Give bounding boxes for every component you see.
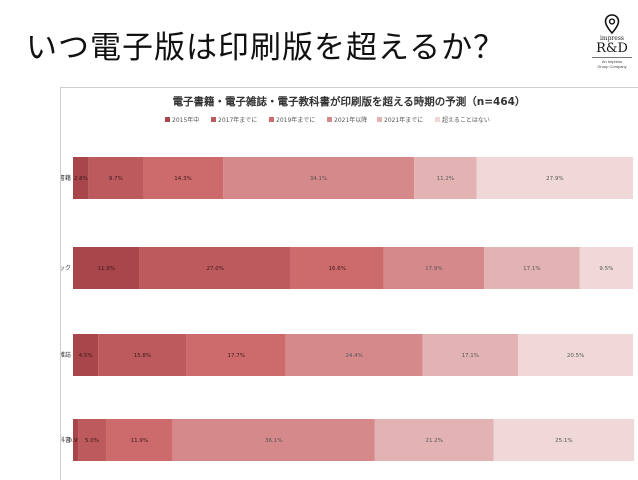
- legend-swatch-1: [211, 117, 216, 122]
- bar-segment-3-4: [374, 419, 494, 461]
- bar-segment-3-0: [73, 419, 79, 461]
- legend-label-2: 2019年までに: [276, 116, 315, 124]
- logo-sub-line-2: Group Company: [597, 64, 627, 69]
- legend-swatch-5: [435, 117, 440, 122]
- logo-brand-large: R&D: [596, 41, 628, 56]
- data-label-0-0: 2.8%: [74, 176, 88, 182]
- data-label-3-4: 21.2%: [425, 438, 442, 444]
- legend-swatch-3: [327, 117, 332, 122]
- data-label-1-4: 17.1%: [523, 266, 540, 272]
- chart-legend: 2015年中 2017年までに 2019年までに 2021年以降 2021年までに 超える…: [165, 116, 490, 124]
- data-label-1-2: 16.6%: [329, 266, 346, 272]
- bar-segment-0-4: [414, 157, 477, 199]
- data-label-1-5: 9.5%: [599, 266, 613, 272]
- legend-label-4: 2021年までに: [384, 116, 423, 124]
- data-label-2-3: 24.4%: [345, 353, 362, 359]
- bar-segment-1-3: [383, 247, 485, 289]
- bar-segment-3-1: [78, 419, 107, 461]
- bar-segment-2-0: [73, 334, 99, 376]
- data-label-0-3: 34.1%: [310, 176, 327, 182]
- data-label-2-2: 17.7%: [227, 353, 244, 359]
- chart-frame: 電子書籍・電子雑誌・電子教科書が印刷版を超える時期の予測（n=464） 2015…: [60, 87, 638, 480]
- chart-bars: 文字中心の電子書籍2.8% 9.7% 14.3% 34.1% 11.2% 27.9% 電子コ…: [61, 157, 635, 461]
- bar-segment-2-3: [285, 334, 423, 376]
- bar-segment-1-2: [290, 247, 384, 289]
- data-label-0-5: 27.9%: [546, 176, 563, 182]
- data-label-3-3: 36.1%: [265, 438, 282, 444]
- slide-title: いつ電子版は印刷版を超えるか？: [26, 30, 506, 66]
- data-label-2-5: 20.5%: [567, 353, 584, 359]
- data-label-3-0: 0.9%: [69, 438, 83, 444]
- data-label-0-1: 9.7%: [109, 176, 123, 182]
- bar-segment-0-2: [143, 157, 224, 199]
- data-label-2-0: 4.5%: [79, 353, 93, 359]
- bar-segment-3-3: [172, 419, 375, 461]
- data-label-0-2: 14.3%: [174, 176, 191, 182]
- bar-segment-0-0: [73, 157, 89, 199]
- legend-label-5: 超えることはない: [442, 116, 490, 124]
- logo-brand-small: impress: [599, 35, 625, 42]
- data-label-2-1: 15.8%: [134, 353, 151, 359]
- bar-segment-0-1: [88, 157, 143, 199]
- data-label-1-0: 11.9%: [98, 266, 115, 272]
- legend-label-1: 2017年までに: [218, 116, 257, 124]
- bar-segment-1-0: [73, 247, 140, 289]
- bar-segment-2-1: [98, 334, 187, 376]
- bar-segment-3-2: [106, 419, 173, 461]
- logo-sub-line-1: An Impress: [601, 59, 623, 64]
- logo-divider: [592, 57, 632, 58]
- stacked-bar-chart: 電子書籍・電子雑誌・電子教科書が印刷版を超える時期の予測（n=464） 2015…: [61, 95, 635, 461]
- bar-segment-3-5: [493, 419, 635, 461]
- chart-title: 電子書籍・電子雑誌・電子教科書が印刷版を超える時期の予測（n=464）: [173, 95, 526, 108]
- legend-swatch-2: [269, 117, 274, 122]
- bar-segment-2-2: [186, 334, 286, 376]
- data-label-2-4: 17.1%: [462, 353, 479, 359]
- bar-segment-1-4: [484, 247, 580, 289]
- bar-segment-2-5: [518, 334, 633, 376]
- bar-segment-1-5: [579, 247, 633, 289]
- data-label-1-1: 27.0%: [206, 266, 223, 272]
- bar-segment-2-4: [422, 334, 519, 376]
- data-label-3-5: 25.1%: [555, 438, 572, 444]
- category-label-3: 電子教科書: [61, 436, 71, 444]
- data-label-3-2: 11.9%: [131, 438, 148, 444]
- bar-segment-0-5: [476, 157, 633, 199]
- legend-label-0: 2015年中: [172, 116, 199, 124]
- data-label-1-3: 17.9%: [425, 266, 442, 272]
- data-label-3-1: 5.0%: [85, 438, 99, 444]
- bar-segment-1-1: [139, 247, 291, 289]
- location-pin-icon: [604, 14, 620, 34]
- category-label-2: 電子雑誌: [61, 351, 71, 359]
- legend-swatch-0: [165, 117, 170, 122]
- legend-label-3: 2021年以降: [334, 116, 367, 124]
- category-label-1: 電子コミック: [61, 265, 71, 272]
- bar-segment-0-3: [223, 157, 415, 199]
- category-label-0: 文字中心の電子書籍: [61, 174, 71, 182]
- legend-swatch-4: [377, 117, 382, 122]
- data-label-0-4: 11.2%: [437, 176, 454, 182]
- impress-rd-logo: impress R&D An Impress Group Company: [590, 14, 634, 84]
